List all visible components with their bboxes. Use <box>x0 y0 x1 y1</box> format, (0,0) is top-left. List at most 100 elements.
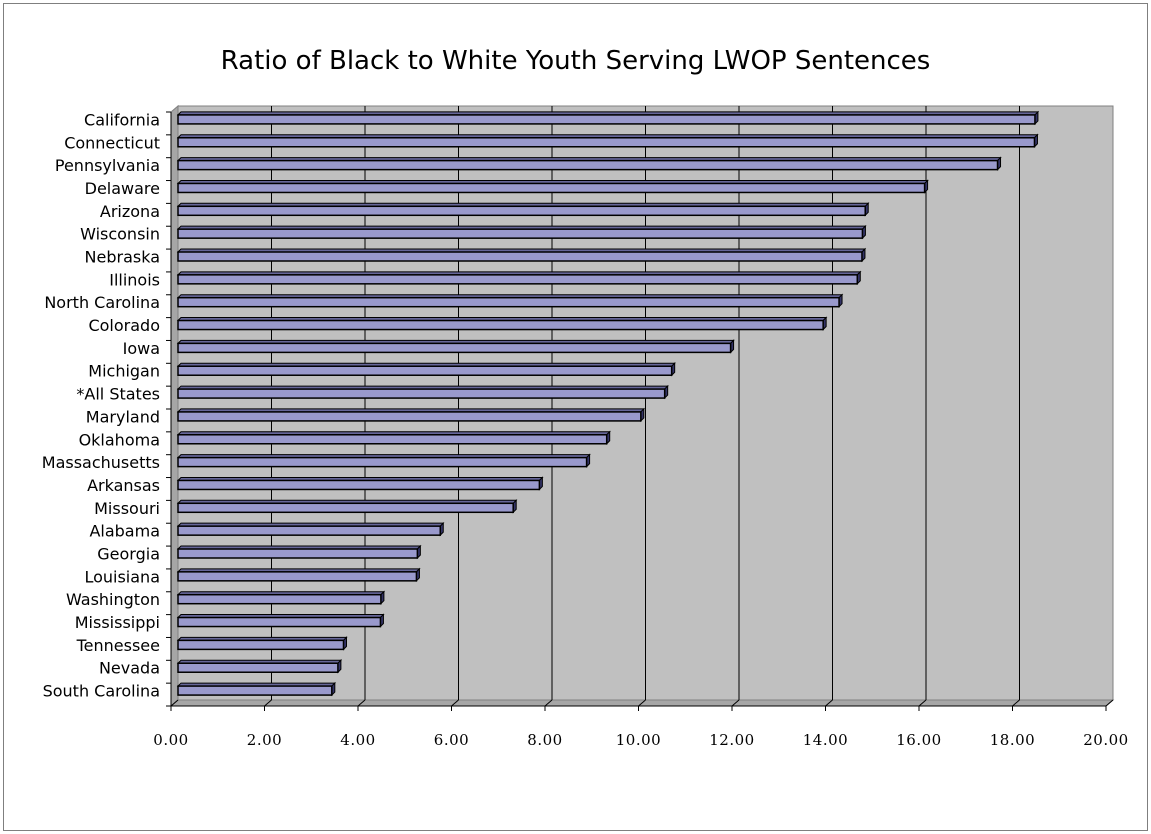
x-tick-label: 18.00 <box>990 731 1035 749</box>
floor-gridline <box>451 699 459 707</box>
bar-front-face <box>177 411 642 422</box>
category-label: Wisconsin <box>80 225 160 244</box>
bar <box>176 613 385 628</box>
x-tick-label: 10.00 <box>616 731 661 749</box>
category-label: Nevada <box>99 659 160 678</box>
floor-gridline <box>170 699 179 707</box>
category-label: North Carolina <box>44 293 160 312</box>
x-tick-label: 12.00 <box>709 731 754 749</box>
bar-front-face <box>177 137 1036 148</box>
bar-front-face <box>177 182 926 194</box>
bar-front-face <box>177 274 859 285</box>
bar-front-face <box>177 342 732 354</box>
category-label: Mississippi <box>75 613 160 632</box>
x-tick-label: 0.00 <box>153 731 188 749</box>
category-label: South Carolina <box>43 682 160 701</box>
bar <box>176 133 1039 148</box>
bar <box>176 179 929 194</box>
floor-gridline <box>825 699 833 707</box>
bar <box>176 476 544 491</box>
x-tick-label: 2.00 <box>247 731 282 749</box>
bar <box>176 590 386 605</box>
bar <box>176 681 337 697</box>
bar-front-face <box>177 159 999 171</box>
bar <box>176 499 518 514</box>
category-labels: California Connecticut Pennsylvania Delawar… <box>42 110 160 700</box>
bar-front-face <box>177 479 541 491</box>
category-label: Missouri <box>94 499 160 518</box>
x-tick-label: 14.00 <box>803 731 848 749</box>
bar-front-face <box>177 525 442 536</box>
plot-side-wall <box>170 104 179 708</box>
bar-front-face <box>177 319 824 331</box>
bar <box>176 407 646 423</box>
bar <box>176 293 844 308</box>
bar <box>176 362 676 377</box>
category-label: Michigan <box>88 362 160 381</box>
category-label: Nebraska <box>85 248 160 267</box>
category-label: Washington <box>66 590 160 609</box>
category-label: Delaware <box>85 179 160 198</box>
bar <box>176 224 867 240</box>
floor-gridline <box>638 699 646 707</box>
bar <box>176 110 1040 126</box>
bar <box>176 521 445 537</box>
bar-front-face <box>177 296 840 308</box>
bar-front-face <box>177 388 666 399</box>
bar-front-face <box>177 502 514 514</box>
category-label: Illinois <box>109 270 160 289</box>
category-label: California <box>84 110 160 129</box>
x-tick-labels: 0.00 2.00 4.00 6.00 8.00 10.00 12.00 14.00 16.00… <box>153 731 1128 749</box>
category-label: Georgia <box>97 545 160 564</box>
bar-front-face <box>177 593 382 605</box>
bar-front-face <box>177 114 1036 125</box>
bar-front-face <box>177 434 608 445</box>
bar-front-face <box>177 685 333 696</box>
chart-title: Ratio of Black to White Youth Serving LW… <box>220 46 931 76</box>
bar <box>176 659 343 674</box>
category-label: *All States <box>76 385 160 404</box>
floor-gridline <box>264 699 272 707</box>
bar <box>176 247 867 263</box>
floor-gridline <box>357 699 366 707</box>
category-label: Colorado <box>88 316 160 335</box>
x-tick-label: 6.00 <box>434 731 469 749</box>
floor-gridline <box>1105 699 1114 707</box>
bar-front-face <box>177 228 864 239</box>
bar-front-face <box>177 456 588 468</box>
floor-gridline <box>731 699 740 707</box>
bar <box>176 544 422 560</box>
x-tick-label: 20.00 <box>1083 731 1128 749</box>
floor-gridline <box>918 699 927 707</box>
category-label: Maryland <box>86 407 160 426</box>
bar <box>176 316 828 331</box>
category-label: Alabama <box>89 522 160 541</box>
category-label: Louisiana <box>84 567 160 586</box>
category-label: Massachusetts <box>42 453 160 472</box>
category-label: Iowa <box>123 339 160 358</box>
bars <box>176 110 1040 697</box>
bar <box>176 202 870 217</box>
category-label: Oklahoma <box>79 430 160 449</box>
bar-front-face <box>177 639 345 651</box>
category-label: Arizona <box>100 202 160 221</box>
floor-gridline <box>1012 699 1020 707</box>
bar-front-face <box>177 365 673 376</box>
bar <box>176 156 1002 171</box>
bar <box>176 453 591 468</box>
category-label: Connecticut <box>64 133 160 152</box>
x-tick-label: 4.00 <box>340 731 375 749</box>
bar-front-face <box>177 205 866 217</box>
bar <box>176 430 611 445</box>
category-label: Pennsylvania <box>55 156 160 175</box>
bar-front-face <box>177 548 419 559</box>
x-tick-label: 8.00 <box>527 731 562 749</box>
category-label: Tennessee <box>76 636 160 655</box>
bar-front-face <box>177 616 382 628</box>
bar-front-face <box>177 571 418 582</box>
bar-front-face <box>177 662 339 673</box>
x-tick-label: 16.00 <box>896 731 941 749</box>
bar <box>176 339 735 354</box>
bar <box>176 567 421 583</box>
